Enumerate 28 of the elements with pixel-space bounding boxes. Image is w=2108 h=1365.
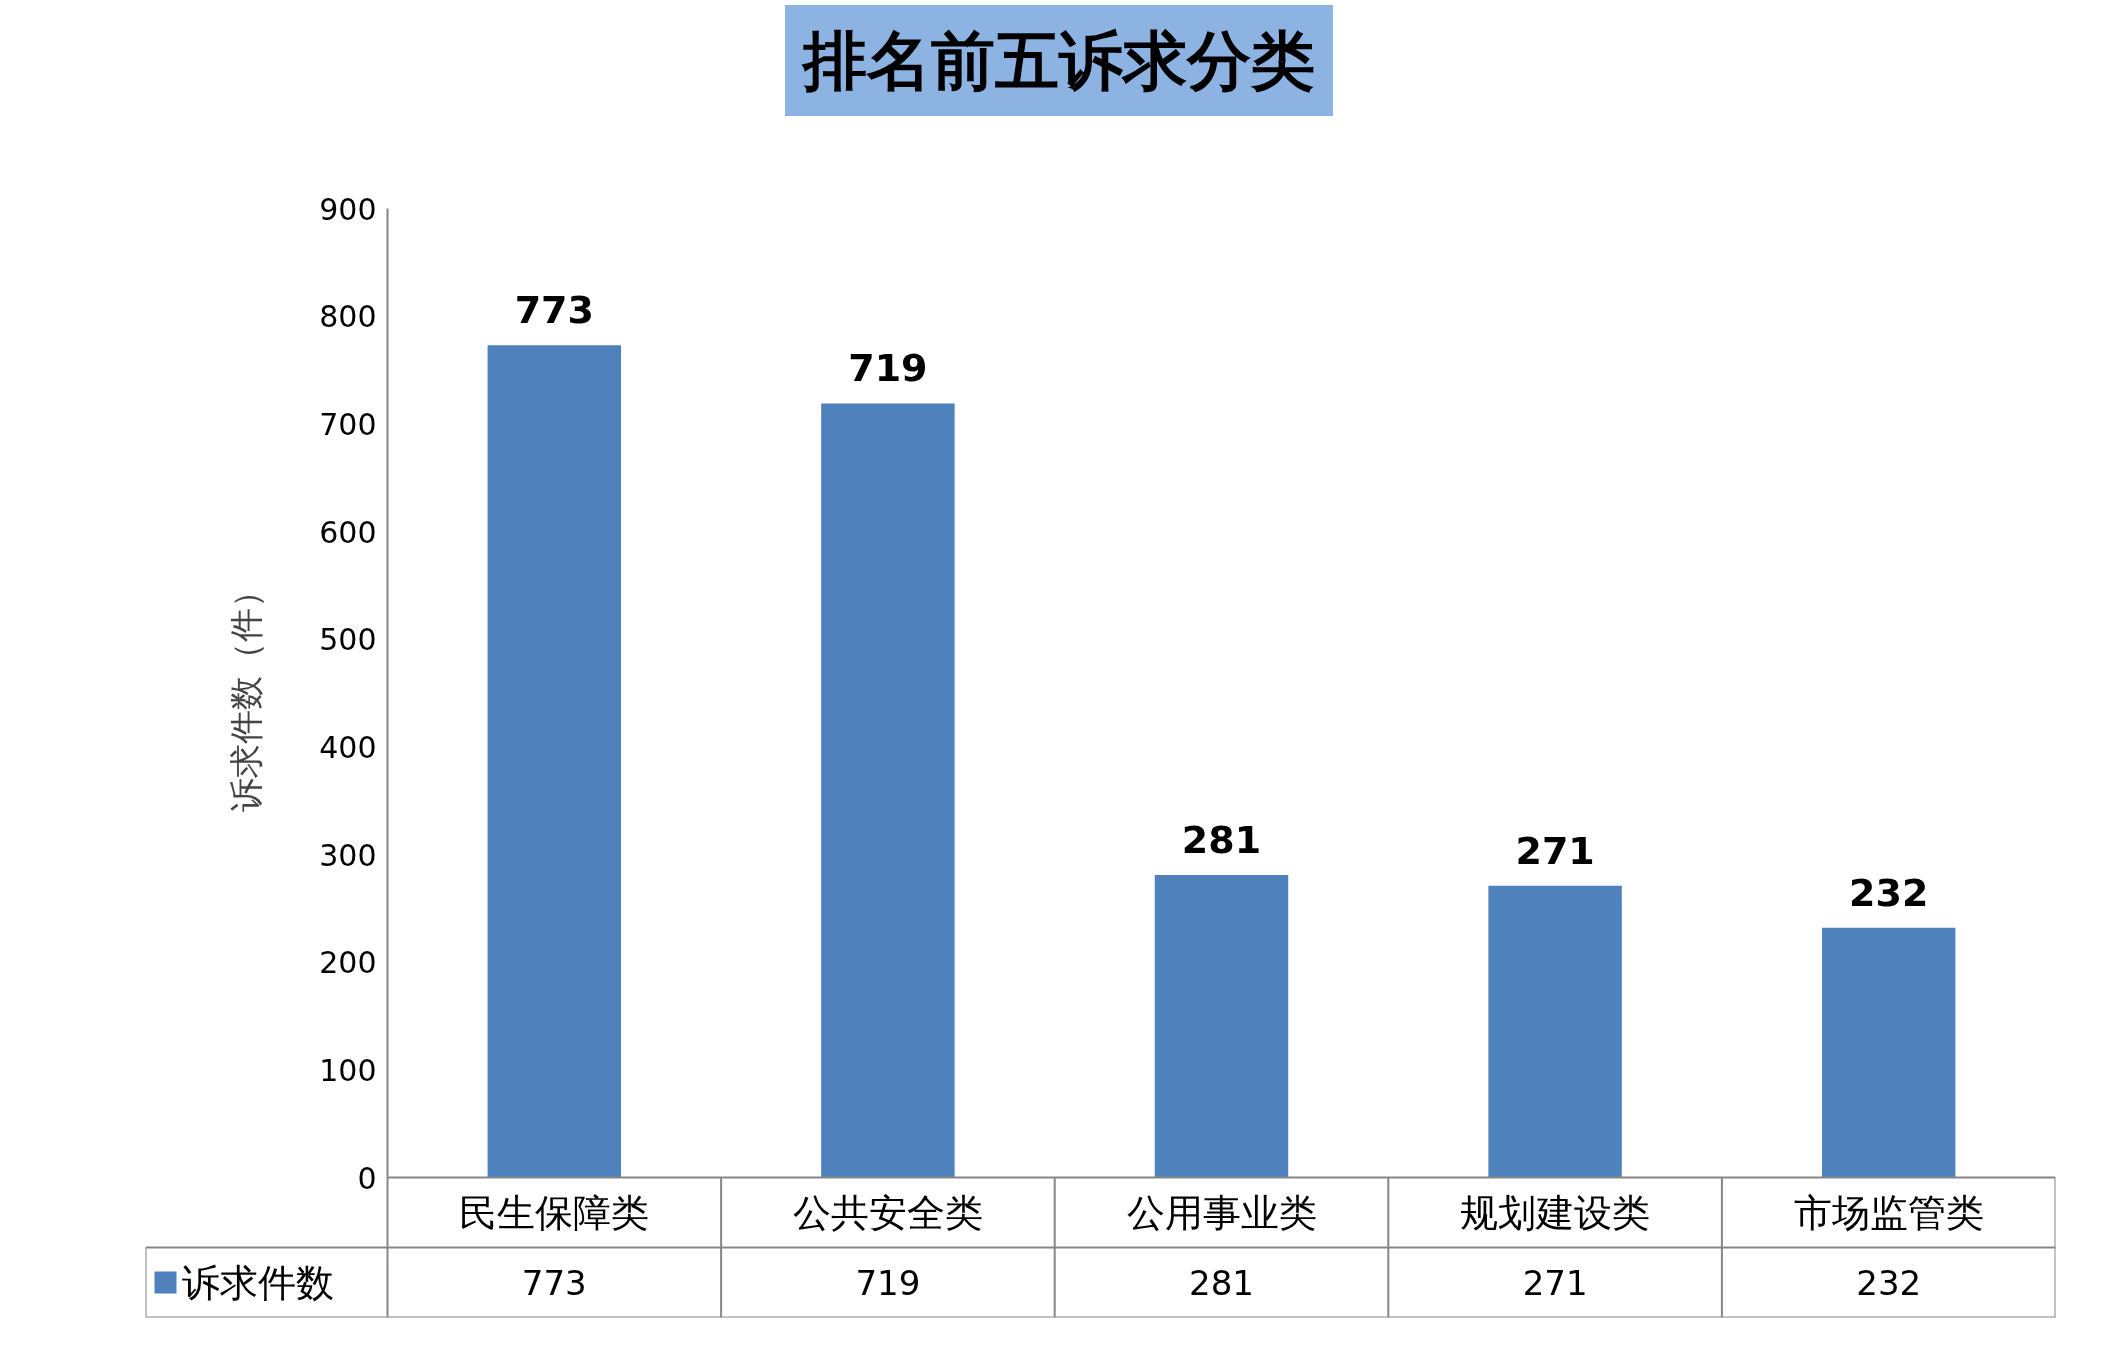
data-label: 232 [1849,870,1929,915]
y-tick-label: 200 [319,945,377,981]
text: 773 [521,1263,587,1303]
x-tick-label: 公用事业类 [1126,1190,1317,1235]
y-tick-label: 700 [319,406,377,442]
legend-label: 诉求件数 [182,1260,335,1305]
text: 719 [855,1263,921,1303]
y-tick-label: 300 [319,837,377,873]
x-tick-label: 市场监管类 [1793,1190,1984,1235]
data-label: 271 [1515,828,1595,873]
y-tick-label: 600 [319,514,377,550]
data-label: 719 [848,346,928,391]
y-axis-title: 诉求件数（件） [226,574,267,812]
text: 232 [1856,1263,1922,1303]
y-tick-label: 0 [357,1160,377,1196]
y-tick-label: 500 [319,622,377,658]
x-tick-label: 民生保障类 [459,1190,650,1235]
text: 271 [1522,1263,1588,1303]
y-tick-label: 800 [319,299,377,335]
x-tick-label: 公共安全类 [792,1190,983,1235]
data-label: 773 [514,288,594,333]
y-tick-label: 400 [319,729,377,765]
chart-title: 排名前五诉求分类 [785,5,1333,117]
y-tick-label: 900 [319,191,377,227]
data-label: 281 [1181,817,1262,862]
x-tick-label: 规划建设类 [1460,1190,1651,1235]
text: 281 [1189,1263,1254,1303]
y-tick-label: 100 [319,1052,377,1088]
